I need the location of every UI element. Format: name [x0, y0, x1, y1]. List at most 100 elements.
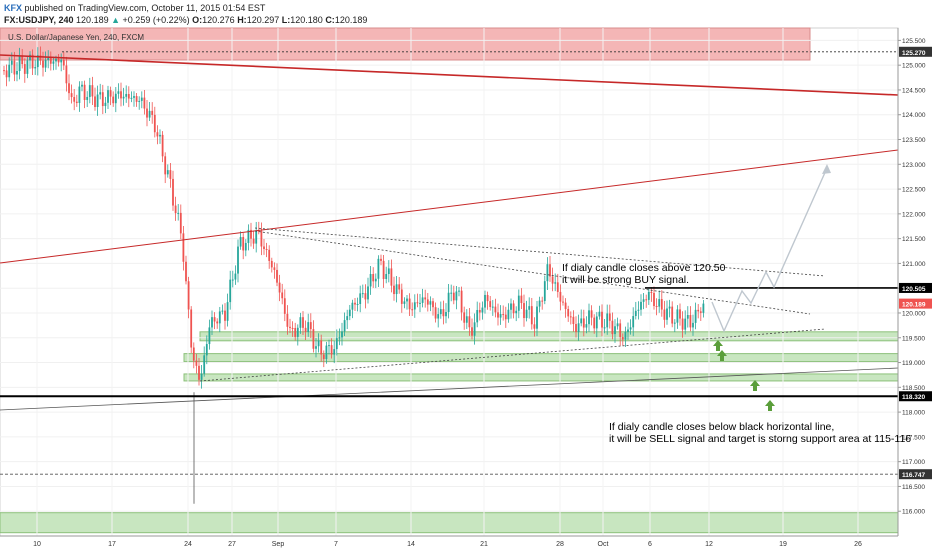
candle-body: [179, 212, 182, 234]
candle-body: [627, 329, 629, 333]
candle-body: [29, 54, 31, 61]
candle-body: [663, 309, 666, 320]
candle-body: [283, 298, 286, 314]
price-tick-label: 117.000: [902, 459, 925, 466]
publisher-brand[interactable]: KFX: [4, 3, 22, 13]
candle-body: [679, 309, 681, 319]
candle-body: [590, 310, 593, 318]
candle-body: [421, 297, 424, 303]
candle-body: [676, 309, 679, 323]
candle-body: [489, 301, 492, 308]
candle-body: [250, 229, 252, 239]
buy-annotation-line-2: it will be strong BUY signal.: [562, 274, 689, 286]
candle-body: [499, 314, 502, 318]
candle-body: [299, 317, 302, 328]
candle-body: [286, 313, 289, 327]
candle-body: [348, 309, 351, 317]
candle-body: [471, 327, 473, 336]
candle-body: [582, 318, 585, 328]
candle-body: [364, 293, 367, 300]
up-arrow-icon: [750, 380, 760, 391]
candle-body: [393, 285, 395, 295]
candle-body: [559, 291, 562, 302]
candle-body: [47, 57, 50, 60]
candle-body: [562, 301, 564, 303]
time-tick-label: 14: [407, 541, 415, 548]
price-label-sell-level: 118.320: [902, 394, 926, 401]
price-tick-label: 117.500: [902, 434, 925, 441]
candle-body: [265, 248, 268, 250]
candle-body: [411, 309, 414, 311]
symbol-label[interactable]: FX:USDJPY, 240: [4, 15, 74, 25]
candle-body: [138, 100, 141, 102]
open-label: O:: [192, 15, 203, 25]
plot-area[interactable]: [0, 27, 899, 537]
close-label: C:: [325, 15, 335, 25]
support-zone-lower: [183, 373, 899, 382]
candle-body: [580, 318, 583, 324]
candle-body: [195, 360, 198, 366]
price-label-lower-line-box: [899, 469, 932, 480]
candle-body: [213, 317, 216, 322]
candle-body: [296, 327, 299, 337]
candle-body: [367, 286, 369, 300]
candle-body: [398, 284, 401, 290]
candle-body: [23, 64, 26, 74]
candle-body: [289, 326, 291, 328]
candle-body: [684, 318, 687, 330]
candle-body: [554, 282, 557, 284]
candle-body: [96, 94, 99, 107]
candle-body: [408, 298, 411, 310]
candle-body: [432, 301, 434, 308]
candle-body: [629, 327, 632, 330]
candle-body: [146, 108, 148, 118]
price-tick-label: 116.500: [902, 484, 925, 491]
candle-body: [593, 317, 596, 329]
candle-body: [647, 291, 650, 300]
price-tick-label: 122.000: [902, 211, 926, 218]
candle-body: [143, 97, 146, 109]
candle-body: [621, 337, 624, 340]
candle-body: [187, 281, 190, 310]
candle-body: [330, 345, 333, 355]
price-tick-label: 121.000: [902, 261, 926, 268]
candle-body: [606, 313, 609, 328]
candle-body: [614, 326, 616, 335]
candle-body: [528, 306, 531, 310]
candle-body: [515, 310, 518, 314]
candle-body: [494, 306, 497, 313]
candle-body: [380, 258, 382, 261]
triangle-lower-line: [199, 328, 826, 382]
candle-body: [8, 64, 11, 78]
candle-body: [203, 355, 206, 374]
candle-body: [575, 324, 577, 333]
candle-body: [681, 318, 684, 330]
candle-body: [400, 289, 403, 304]
time-tick-label: Sep: [272, 541, 285, 548]
price-tick-label: 121.500: [902, 236, 926, 243]
candle-body: [653, 292, 655, 307]
candle-body: [697, 309, 700, 312]
candle-body: [429, 301, 432, 305]
target-support-zone: [0, 512, 899, 534]
candle-body: [619, 323, 622, 338]
candle-body: [257, 230, 260, 232]
time-tick-label: 6: [648, 541, 652, 548]
candle-body: [445, 312, 447, 317]
time-tick-label: 19: [779, 541, 787, 548]
candle-body: [83, 84, 86, 100]
candle-body: [291, 327, 294, 329]
time-tick-label: 7: [334, 541, 338, 548]
price-change: +0.259 (+0.22%): [122, 15, 190, 25]
candle-body: [182, 233, 185, 262]
candle-body: [156, 132, 159, 137]
candle-body: [101, 92, 104, 107]
candle-body: [536, 306, 538, 329]
candle-body: [577, 323, 580, 333]
up-arrow-icon: [765, 400, 775, 411]
candle-body: [666, 308, 668, 320]
buy-annotation-line-1: If dialy candle closes above 120.50: [562, 262, 726, 274]
up-arrow-icon: [717, 350, 727, 361]
candle-body: [468, 316, 471, 328]
